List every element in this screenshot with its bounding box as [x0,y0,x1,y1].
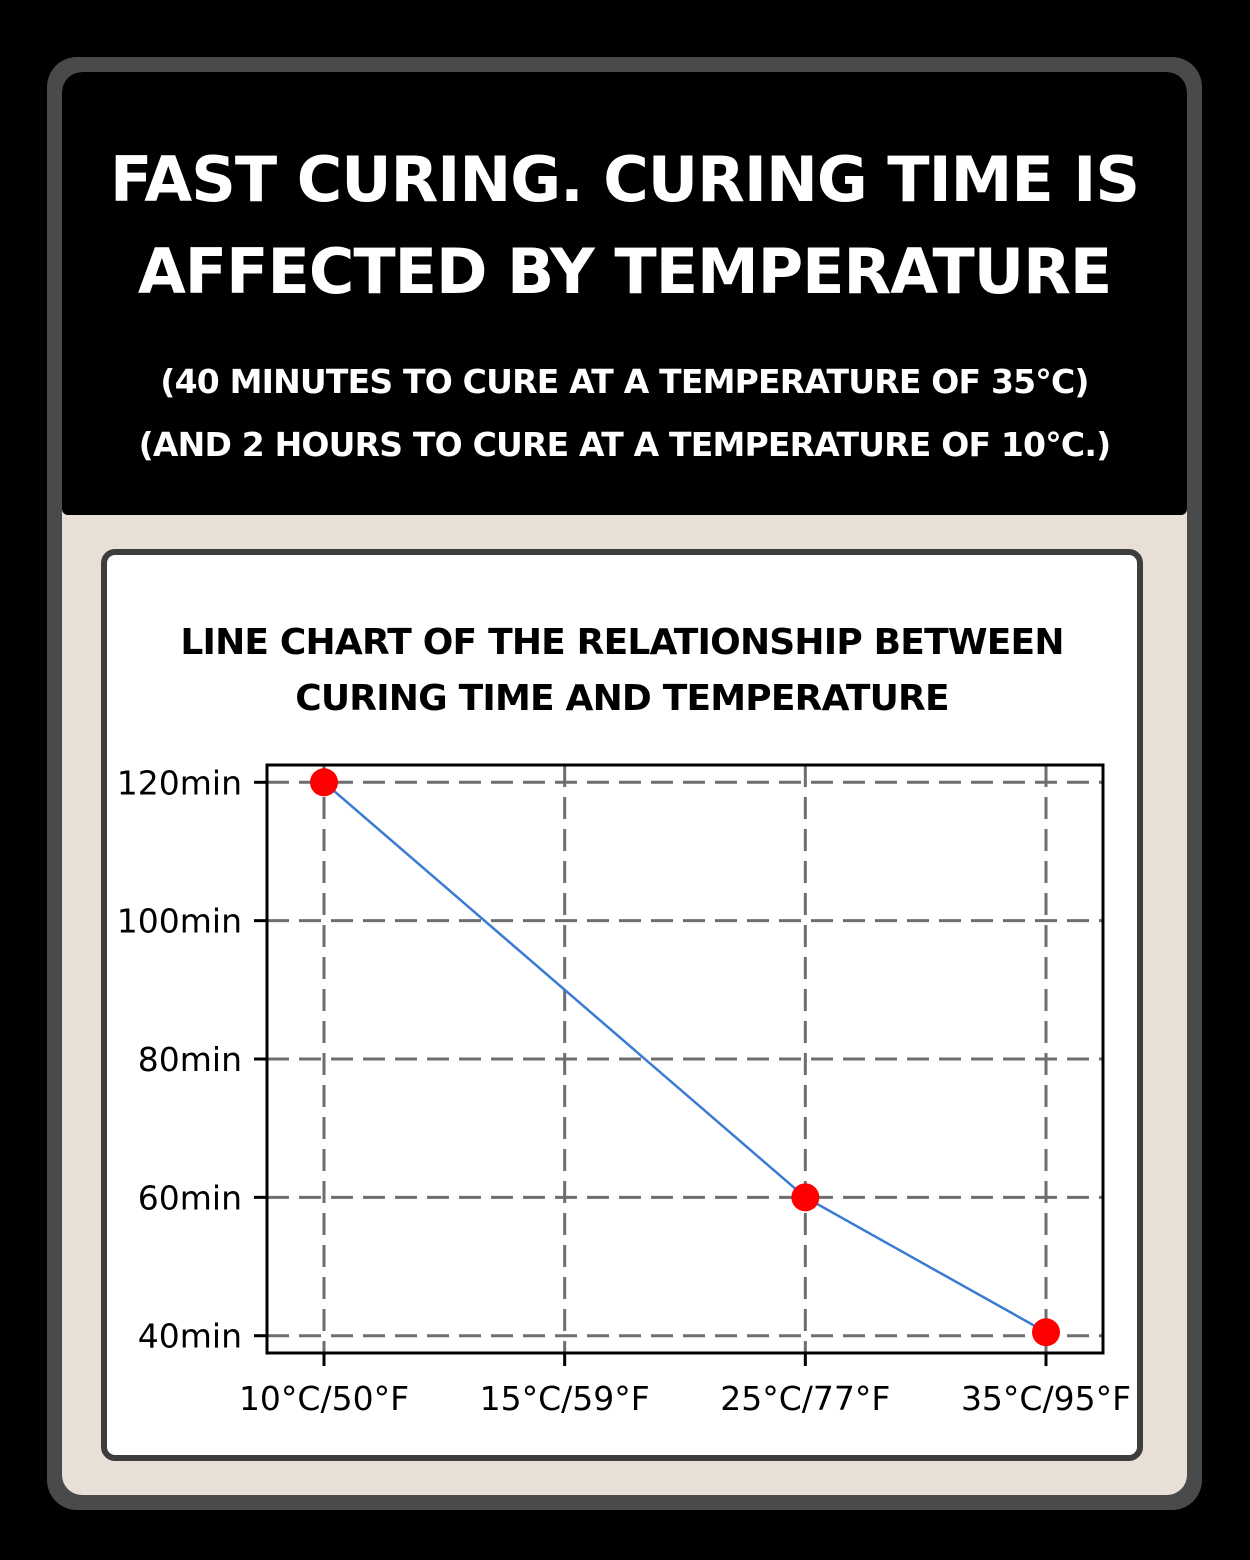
data-point-0-0 [310,768,338,797]
y-tick-label-2: 80min [138,1040,242,1079]
x-tick-label-2: 25°C/77°F [720,1379,890,1418]
data-point-0-2 [1032,1318,1060,1347]
y-tick-label-4: 120min [117,763,242,802]
header-banner: FAST CURING. CURING TIME IS AFFECTED BY … [62,72,1187,515]
headline-line-2: AFFECTED BY TEMPERATURE [137,235,1112,308]
note-line-1: (40 MINUTES TO CURE AT A TEMPERATURE OF … [160,362,1089,401]
x-tick-label-1: 15°C/59°F [480,1379,650,1418]
note-line-2: (AND 2 HOURS TO CURE AT A TEMPERATURE OF… [138,425,1112,464]
headline-line-1: FAST CURING. CURING TIME IS [109,143,1140,216]
y-tick-label-1: 60min [138,1178,242,1217]
y-tick-label-0: 40min [138,1317,242,1356]
chart-card: LINE CHART OF THE RELATIONSHIP BETWEEN C… [101,549,1143,1461]
chart-title: LINE CHART OF THE RELATIONSHIP BETWEEN C… [107,615,1137,727]
y-tick-label-3: 100min [117,902,242,941]
line-chart: 40min 60min 80min 100min 120min 10°C/50°F 15°C… [117,763,1131,1418]
series-line-0 [323,781,1047,1334]
data-point-0-1 [791,1183,820,1212]
x-tick-label-3: 35°C/95°F [961,1379,1131,1418]
chart-title-line-1: LINE CHART OF THE RELATIONSHIP BETWEEN [180,622,1064,663]
chart-title-line-2: CURING TIME AND TEMPERATURE [295,678,949,719]
poster-panel: FAST CURING. CURING TIME IS AFFECTED BY … [62,72,1187,1495]
headline: FAST CURING. CURING TIME IS AFFECTED BY … [62,134,1187,318]
x-tick-label-0: 10°C/50°F [239,1379,409,1418]
